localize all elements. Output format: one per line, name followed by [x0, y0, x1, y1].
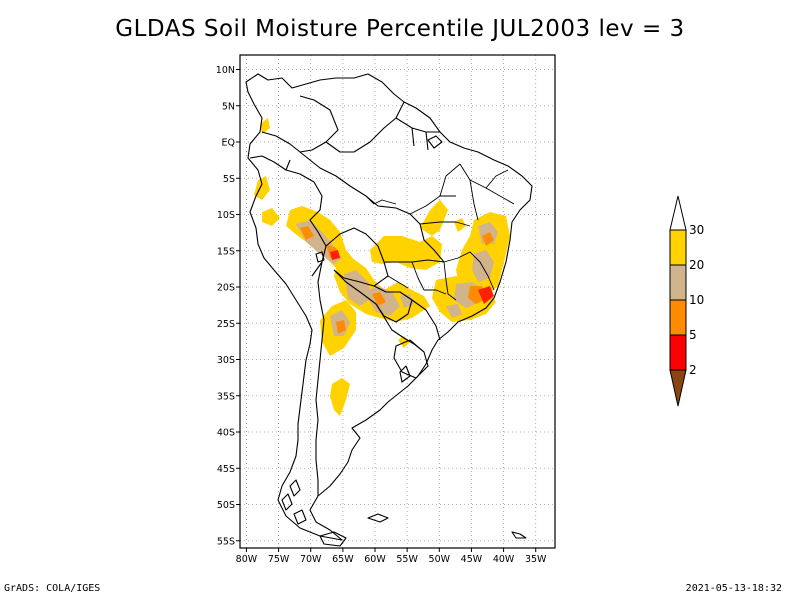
legend-label: 30 — [689, 223, 704, 237]
legend-label: 20 — [689, 258, 704, 272]
lat-tick-label: 20S — [217, 283, 235, 294]
island-south-georgia — [511, 531, 527, 539]
lon-tick-label: 60W — [364, 554, 386, 565]
latitude-labels: 10N 5N EQ 5S 10S 15S 20S 25S 30S 35S 40S 45S 50S 55S — [216, 65, 240, 547]
lat-tick-label: 5S — [223, 174, 235, 185]
legend-swatch — [669, 299, 687, 336]
lon-tick-label: 80W — [236, 554, 258, 565]
lat-tick-label: 40S — [217, 428, 235, 439]
legend-label: 10 — [689, 293, 704, 307]
border-argentina-north — [333, 269, 425, 353]
continent-outline — [245, 73, 533, 541]
lat-tick-label: 25S — [217, 319, 235, 330]
chile-fjords — [281, 479, 307, 525]
lagoa-dos-patos — [399, 365, 411, 383]
border-uruguay — [393, 339, 429, 379]
legend-label: 2 — [689, 363, 697, 377]
lat-tick-label: EQ — [222, 138, 235, 149]
lon-tick-label: 55W — [396, 554, 418, 565]
legend: 30 20 10 5 2 — [669, 195, 704, 407]
legend-swatch — [669, 229, 687, 266]
shading-patch-red — [330, 250, 494, 304]
lat-tick-label: 45S — [217, 464, 235, 475]
lat-tick-label: 15S — [217, 246, 235, 257]
border-brazil-south — [411, 299, 441, 341]
border-chile-argentina — [315, 261, 325, 496]
lon-tick-label: 35W — [525, 554, 547, 565]
lat-tick-label: 30S — [217, 355, 235, 366]
legend-label: 5 — [689, 328, 697, 342]
island-falklands — [367, 513, 389, 523]
border-paraguay — [373, 285, 413, 323]
lon-tick-label: 50W — [429, 554, 451, 565]
legend-arrow-bottom — [669, 369, 687, 407]
coastlines-and-borders — [245, 73, 533, 547]
island-tierra-del-fuego — [319, 531, 347, 547]
longitude-labels: 80W 75W 70W 65W 60W 55W 50W 45W 40W 35W — [236, 548, 547, 565]
border-venezuela — [325, 101, 405, 153]
island-marajo — [427, 135, 443, 149]
lon-tick-label: 45W — [461, 554, 483, 565]
state-lines — [365, 163, 515, 301]
lon-tick-label: 40W — [493, 554, 515, 565]
legend-swatch — [669, 264, 687, 301]
lon-tick-label: 70W — [300, 554, 322, 565]
lon-tick-label: 75W — [268, 554, 290, 565]
lat-tick-label: 10N — [216, 65, 235, 76]
map-title: GLDAS Soil Moisture Percentile JUL2003 l… — [115, 16, 685, 42]
lat-tick-label: 35S — [217, 391, 235, 402]
border-peru — [285, 169, 327, 277]
footer-timestamp: 2021-05-13-18:32 — [685, 583, 782, 594]
lake-titicaca — [315, 251, 325, 263]
border-ecuador — [249, 155, 291, 171]
lat-tick-label: 50S — [217, 500, 235, 511]
lon-tick-label: 65W — [332, 554, 354, 565]
footer-credit: GrADS: COLA/IGES — [4, 583, 101, 594]
border-guianas — [395, 117, 440, 151]
map-frame — [239, 54, 556, 549]
legend-arrow-top — [669, 195, 687, 231]
border-colombia — [261, 95, 339, 153]
lat-tick-label: 10S — [217, 210, 235, 221]
legend-swatch — [669, 334, 687, 371]
border-brazil-west — [299, 151, 445, 263]
lat-tick-label: 5N — [222, 101, 235, 112]
lat-tick-label: 55S — [217, 536, 235, 547]
